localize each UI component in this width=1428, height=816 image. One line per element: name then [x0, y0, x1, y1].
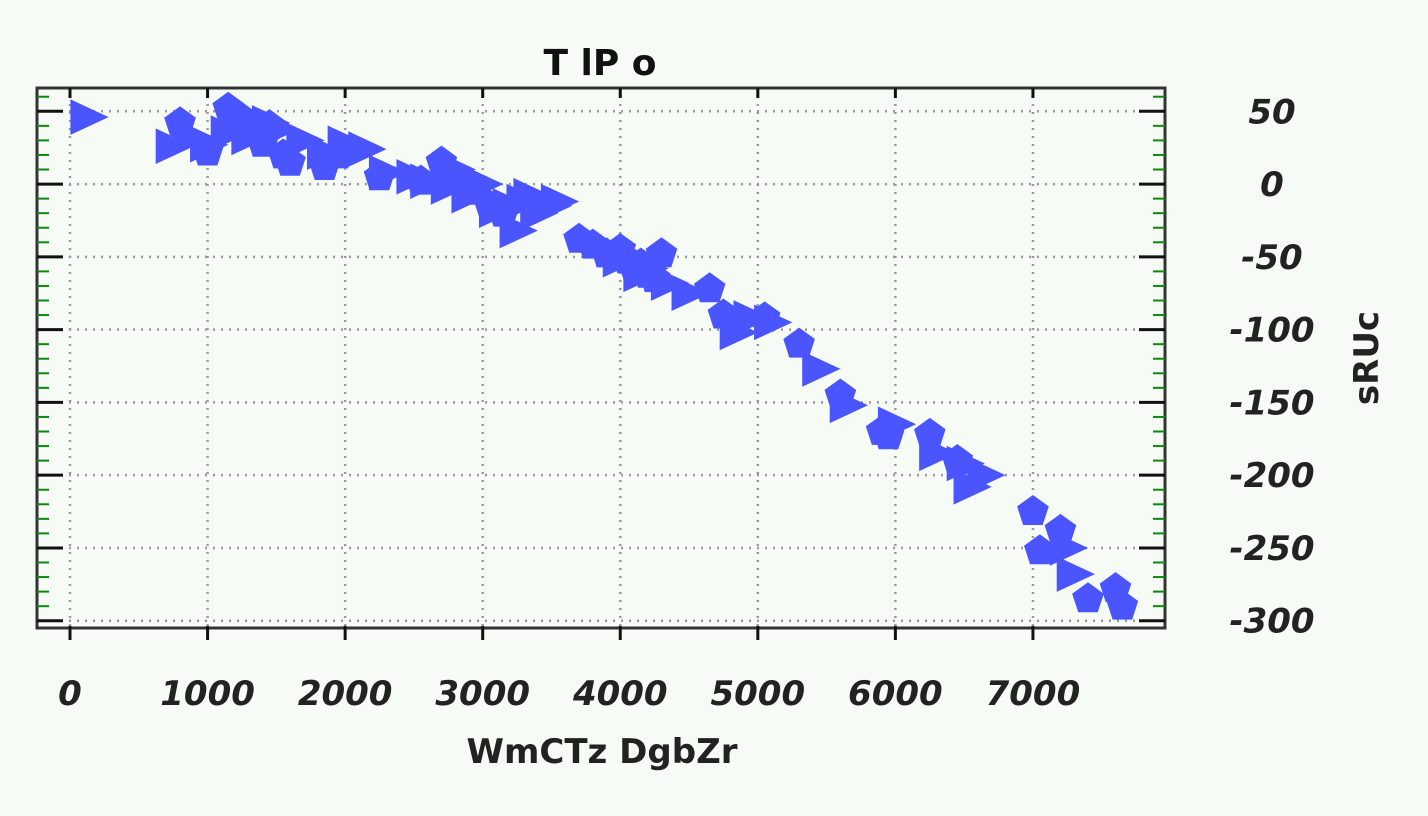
- pentagon-marker: [1024, 534, 1056, 565]
- triangle-marker: [540, 183, 580, 220]
- pentagon-marker: [645, 237, 678, 268]
- x-tick-label: 3000: [435, 674, 530, 714]
- pentagon-marker: [191, 135, 224, 166]
- pentagon-marker: [914, 417, 946, 448]
- pentagon-marker: [1072, 582, 1104, 613]
- pentagon-marker: [707, 298, 740, 329]
- data-markers: [70, 91, 1139, 620]
- y-tick-label: -200: [1229, 456, 1314, 496]
- x-tick-label: 5000: [710, 674, 805, 714]
- axis-ticks: [37, 88, 1165, 640]
- y-tick-labels: 50 0 -50 -100 -150 -200 -250 -300: [1229, 92, 1314, 641]
- y-tick-label: 50: [1248, 92, 1295, 132]
- pentagon-marker: [1044, 513, 1077, 544]
- x-tick-label: 0: [58, 674, 82, 714]
- x-tick-labels: 0 1000 2000 3000 4000 5000 6000 7000: [58, 674, 1080, 714]
- pentagon-marker: [487, 196, 520, 227]
- pentagon-marker: [941, 443, 974, 475]
- pentagon-marker: [872, 419, 905, 450]
- pentagon-marker: [425, 145, 458, 176]
- pentagon-marker: [453, 174, 485, 205]
- pentagon-marker: [253, 109, 286, 140]
- y-tick-label: 0: [1260, 165, 1284, 205]
- pentagon-marker: [164, 106, 196, 137]
- x-axis-label: WmCTz DgbZr: [466, 732, 737, 772]
- triangle-marker: [1056, 556, 1095, 592]
- triangle-marker: [70, 99, 109, 135]
- pentagon-marker: [783, 327, 815, 358]
- pentagon-marker: [322, 138, 355, 169]
- y-tick-label: -250: [1229, 529, 1314, 569]
- y-tick-label: -150: [1229, 383, 1314, 423]
- x-tick-label: 6000: [848, 674, 943, 714]
- pentagon-marker: [824, 378, 857, 409]
- pentagon-marker: [638, 262, 671, 293]
- triangle-marker: [671, 275, 710, 312]
- triangle-marker: [967, 457, 1006, 493]
- y-tick-label: -50: [1241, 238, 1302, 278]
- x-tick-label: 2000: [298, 674, 393, 714]
- y-tick-label: -100: [1229, 311, 1314, 351]
- pentagon-marker: [363, 160, 396, 191]
- x-tick-label: 1000: [160, 674, 255, 714]
- x-tick-label: 4000: [572, 674, 668, 714]
- y-tick-label: -300: [1229, 602, 1314, 642]
- pentagon-marker: [226, 101, 258, 132]
- y-axis-label: sRUc: [1347, 311, 1387, 405]
- pentagon-marker: [693, 272, 726, 303]
- triangle-marker: [802, 351, 841, 387]
- pentagon-marker: [274, 145, 306, 176]
- pentagon-marker: [748, 301, 781, 332]
- grid-lines: [37, 88, 1165, 628]
- chart-title: T lP o: [543, 43, 656, 84]
- pentagon-marker: [1017, 494, 1049, 525]
- pentagon-marker: [1106, 589, 1139, 620]
- x-tick-label: 7000: [986, 674, 1081, 714]
